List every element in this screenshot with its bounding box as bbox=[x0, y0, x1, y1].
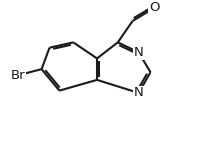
Text: Br: Br bbox=[10, 69, 25, 82]
Text: N: N bbox=[134, 46, 144, 59]
Text: O: O bbox=[149, 1, 160, 14]
Text: N: N bbox=[134, 86, 144, 99]
